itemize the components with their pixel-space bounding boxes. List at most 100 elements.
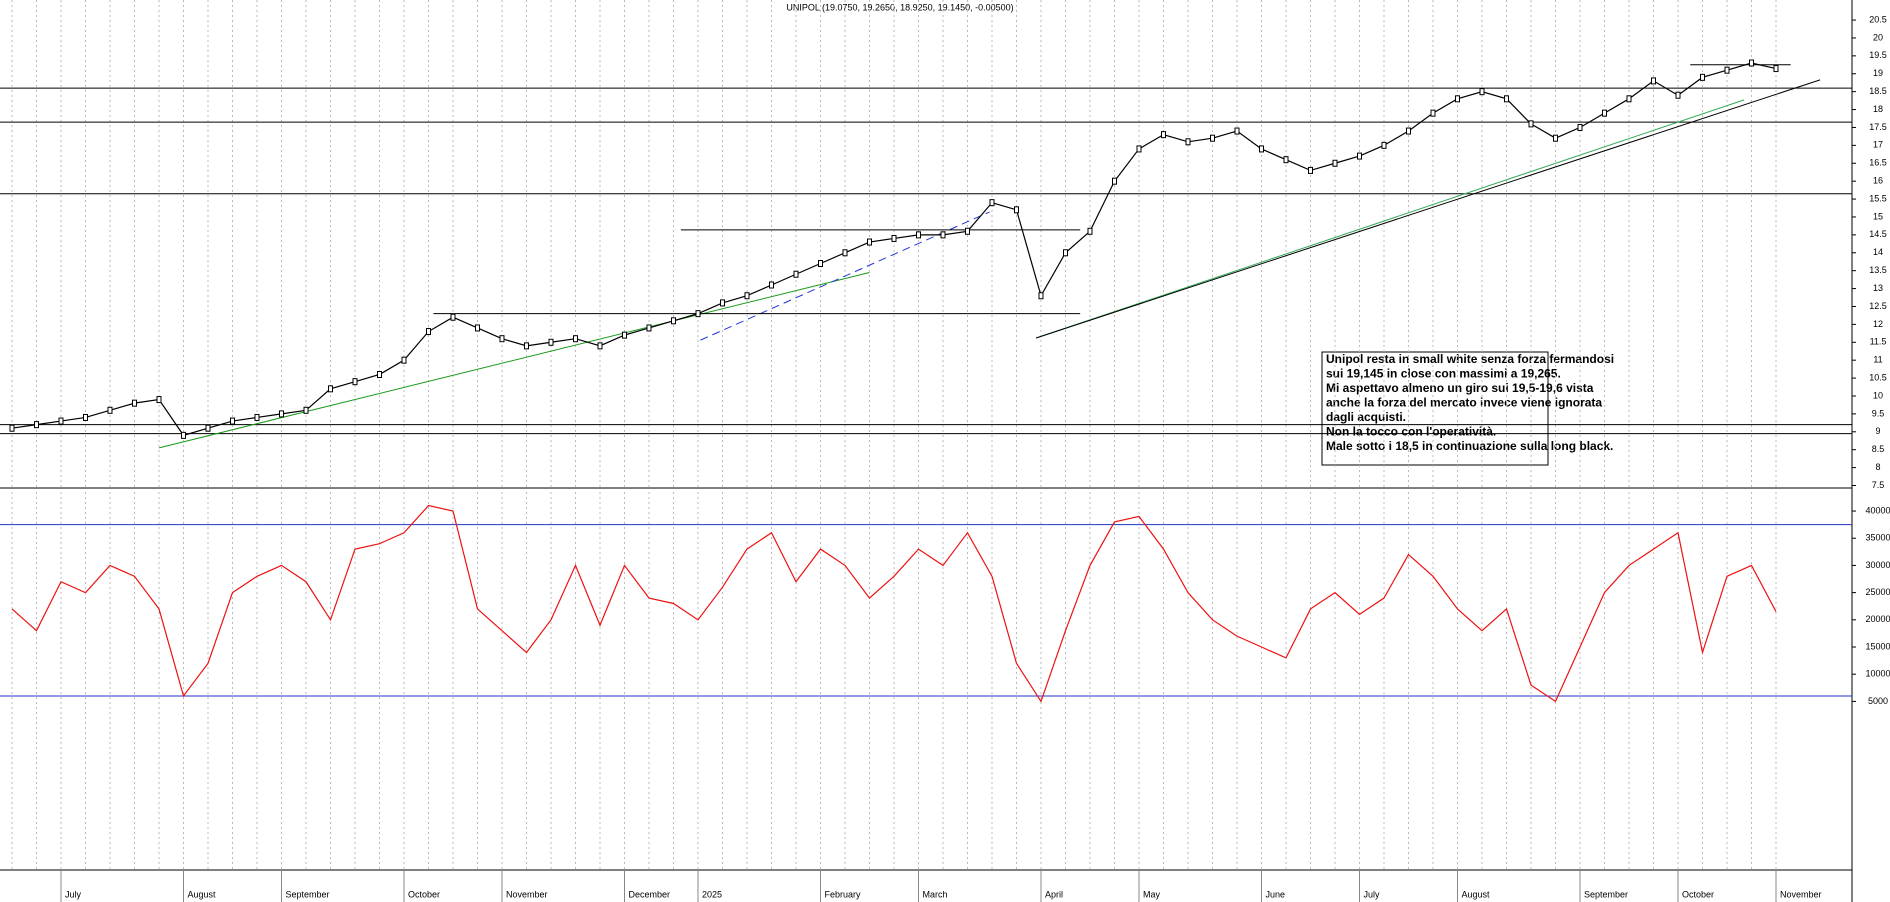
price-marker: [1430, 109, 1436, 117]
x-tick-label: September: [1584, 889, 1628, 899]
price-marker: [1014, 206, 1019, 214]
price-marker: [793, 270, 799, 278]
price-marker: [891, 234, 897, 242]
y-tick-label: 20000: [1865, 614, 1890, 624]
price-marker: [916, 231, 921, 239]
price-marker: [1136, 145, 1142, 153]
trend-line: [1035, 99, 1745, 339]
x-tick-label: March: [923, 889, 948, 899]
trend-line: [158, 271, 870, 449]
price-marker: [671, 317, 676, 325]
price-marker: [597, 342, 603, 350]
price-marker: [1724, 66, 1730, 74]
annotation-line: Mi aspettavo almeno un giro sui 19,5-19,…: [1326, 381, 1594, 395]
y-tick-label: 12.5: [1869, 301, 1887, 311]
price-marker: [1406, 127, 1411, 135]
price-marker: [401, 356, 407, 364]
price-marker: [769, 281, 774, 289]
price-marker: [1504, 95, 1509, 103]
price-marker: [1038, 292, 1044, 300]
price-marker: [622, 331, 627, 339]
trend-line: [1035, 79, 1821, 339]
y-tick-label: 11.5: [1870, 337, 1887, 347]
price-marker: [132, 399, 137, 407]
price-marker: [83, 413, 88, 421]
price-marker: [352, 378, 358, 386]
y-tick-label: 25000: [1865, 587, 1890, 597]
price-marker: [646, 324, 652, 332]
y-tick-label: 40000: [1865, 505, 1890, 515]
y-tick-label: 9: [1875, 426, 1880, 436]
price-marker: [1553, 134, 1558, 142]
price-marker: [989, 199, 995, 207]
y-tick-label: 19: [1873, 68, 1883, 78]
chart-title: UNIPOL (19.0750, 19.2650, 18.9250, 19.14…: [786, 2, 1013, 12]
y-tick-label: 10000: [1865, 669, 1890, 679]
x-tick-label: July: [1364, 889, 1381, 899]
x-tick-label: June: [1266, 889, 1286, 899]
price-marker: [1455, 95, 1460, 103]
y-tick-label: 16.5: [1869, 158, 1887, 168]
y-tick-label: 16: [1873, 176, 1883, 186]
price-marker: [744, 292, 750, 300]
price-marker: [1308, 166, 1313, 174]
price-marker: [303, 406, 309, 414]
y-tick-label: 15000: [1865, 641, 1890, 651]
y-tick-label: 8: [1875, 462, 1880, 472]
x-tick-label: August: [188, 889, 217, 899]
price-marker: [1749, 59, 1754, 67]
price-marker: [1063, 249, 1068, 257]
x-tick-label: November: [1780, 889, 1822, 899]
price-marker: [720, 299, 725, 307]
price-marker: [475, 324, 480, 332]
price-marker: [205, 424, 211, 432]
price-marker: [1528, 120, 1534, 128]
price-marker: [426, 328, 431, 336]
price-marker: [1577, 123, 1583, 131]
price-marker: [1626, 95, 1632, 103]
price-marker: [1087, 227, 1093, 235]
price-marker: [1479, 88, 1485, 96]
y-tick-label: 15: [1873, 211, 1883, 221]
annotation-line: anche la forza del mercato invece viene …: [1326, 396, 1602, 410]
x-tick-label: September: [286, 889, 330, 899]
price-marker: [1675, 91, 1681, 99]
annotation-line: sui 19,145 in close con massimi a 19,265…: [1326, 367, 1561, 381]
price-marker: [58, 417, 64, 425]
y-tick-label: 10.5: [1869, 372, 1887, 382]
price-marker: [1259, 145, 1264, 153]
series-line: [11, 504, 1777, 703]
price-marker: [1602, 109, 1607, 117]
price-marker: [1381, 141, 1387, 149]
x-tick-label: July: [65, 889, 82, 899]
y-tick-label: 18.5: [1869, 86, 1887, 96]
x-tick-label: October: [408, 889, 440, 899]
y-tick-label: 9.5: [1872, 408, 1885, 418]
price-marker: [230, 417, 235, 425]
y-tick-label: 15.5: [1869, 193, 1887, 203]
price-marker: [695, 310, 701, 318]
y-tick-label: 18: [1873, 104, 1883, 114]
price-marker: [1234, 127, 1240, 135]
price-marker: [1112, 177, 1117, 185]
annotation-line: dagli acquisti.: [1326, 410, 1406, 424]
price-marker: [9, 424, 15, 432]
x-tick-label: May: [1143, 889, 1161, 899]
y-tick-label: 30000: [1865, 560, 1890, 570]
x-tick-label: February: [825, 889, 862, 899]
y-tick-label: 20.5: [1869, 14, 1887, 24]
price-marker: [965, 227, 970, 235]
annotation: Unipol resta in small white senza forza …: [1321, 351, 1614, 466]
price-marker: [1283, 156, 1289, 164]
x-tick-label: April: [1045, 889, 1063, 899]
price-marker: [34, 421, 39, 429]
annotation-line: Non la tocco con l'operatività.: [1326, 425, 1496, 439]
price-marker: [573, 335, 578, 343]
y-tick-label: 19.5: [1869, 50, 1887, 60]
x-tick-label: November: [506, 889, 548, 899]
price-marker: [450, 313, 456, 321]
price-marker: [1773, 65, 1779, 73]
x-tick-label: October: [1682, 889, 1714, 899]
